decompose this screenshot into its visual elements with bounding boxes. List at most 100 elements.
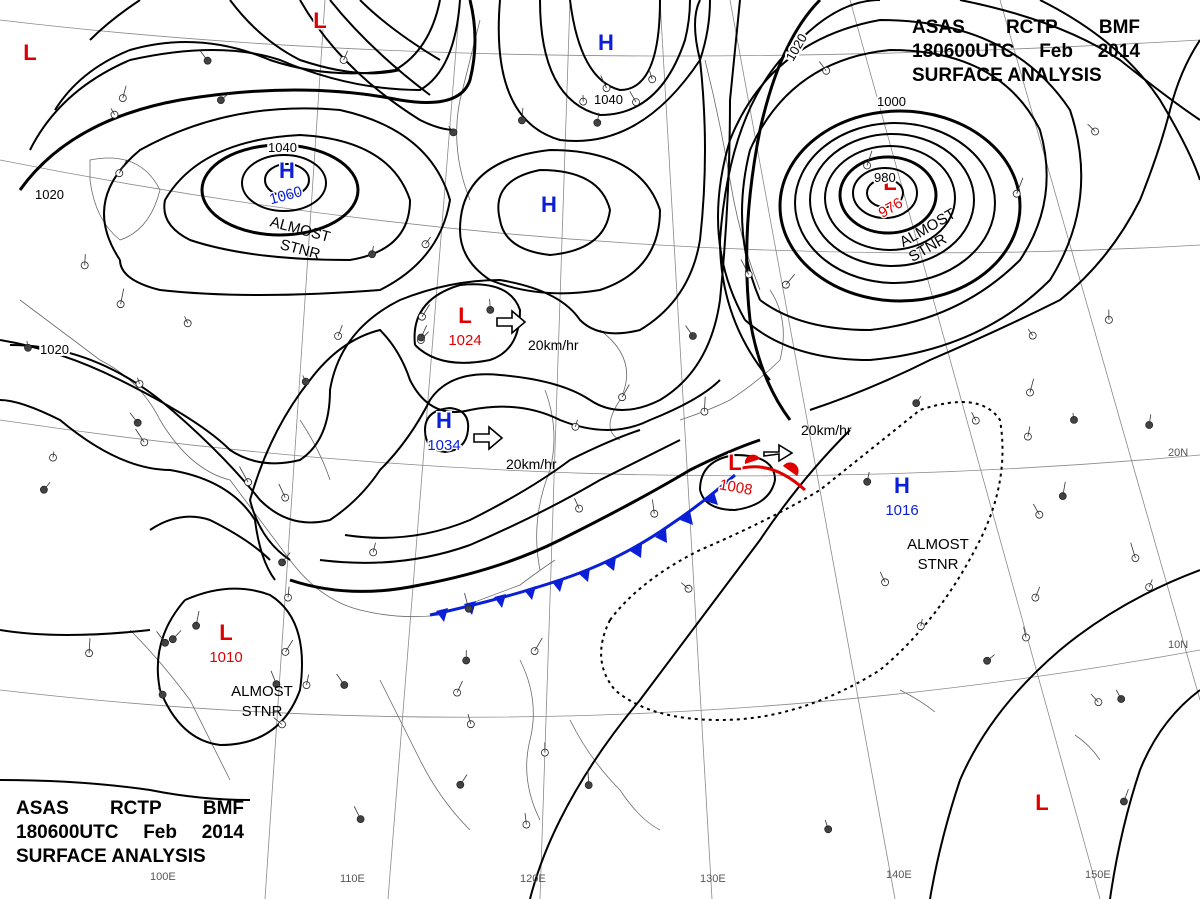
header-line-2: 180600UTC Feb 2014	[912, 40, 1140, 64]
year: 2014	[201, 822, 244, 843]
coastlines	[19, 19, 1101, 831]
header-line-1: ASAS RCTP BMF	[16, 797, 244, 821]
wind-barb	[184, 316, 189, 324]
wind-barb	[336, 673, 345, 686]
wind-barb	[704, 396, 706, 412]
wind-barb	[489, 298, 491, 310]
wind-barb	[1032, 503, 1040, 515]
low-pressure-center: L	[312, 7, 328, 35]
wind-barb	[866, 471, 870, 482]
movement-label: 20km/hr	[801, 422, 852, 438]
low-symbol: L	[883, 170, 896, 195]
wind-barb	[122, 85, 127, 99]
high-pressure-center: H	[597, 29, 616, 57]
wind-barb	[824, 819, 829, 830]
wind-barb	[467, 713, 472, 725]
wind-barb	[1087, 123, 1096, 132]
wind-barb	[156, 631, 166, 644]
wind-barb	[172, 630, 182, 640]
high-symbol: H	[894, 473, 910, 498]
agency-code: ASAS	[912, 17, 965, 38]
wind-barb	[239, 466, 249, 483]
station-plots	[24, 50, 1154, 834]
wind-barb	[971, 412, 977, 421]
wind-barb	[534, 637, 543, 652]
movement-note: STNR	[242, 703, 283, 720]
wind-barb	[306, 674, 309, 686]
chart-title: SURFACE ANALYSIS	[16, 846, 206, 867]
agency-code: ASAS	[16, 798, 69, 819]
wind-barb	[199, 50, 208, 61]
wind-barb	[343, 50, 348, 61]
wind-barb	[1029, 378, 1034, 393]
wind-barb	[459, 774, 468, 786]
wind-barb	[285, 639, 294, 653]
wind-barb	[1027, 328, 1034, 336]
pressure-value: 1010	[209, 649, 242, 666]
movement-label: 20km/hr	[506, 456, 557, 472]
wind-barb	[1027, 426, 1031, 437]
wind-barb	[521, 107, 524, 121]
wind-barb	[88, 638, 91, 654]
wind-barb	[448, 126, 454, 133]
wind-barb	[575, 419, 578, 427]
wind-barb	[456, 680, 463, 693]
wind-barb	[464, 593, 470, 609]
wind-barb	[1035, 586, 1041, 598]
wind-barb	[621, 384, 630, 398]
map-header-top-right: ASAS RCTP BMF 180600UTC Feb 2014 SURFACE…	[912, 16, 1140, 88]
wind-barb	[110, 108, 115, 115]
wind-barb	[425, 236, 432, 245]
longitude-label: 110E	[340, 873, 365, 885]
isobar-label: 1040	[268, 140, 297, 155]
wind-barb	[920, 618, 923, 627]
wind-barb	[1023, 626, 1027, 638]
isobar-label: 1000	[877, 94, 906, 109]
isobar-label: 980	[874, 170, 896, 185]
year: 2014	[1097, 41, 1140, 62]
wind-barb	[819, 61, 827, 72]
station-code: RCTP	[1005, 17, 1058, 38]
isobar-label: 1040	[594, 92, 623, 107]
month: Feb	[1039, 41, 1073, 62]
wind-barb	[629, 91, 637, 103]
wind-barb	[1062, 481, 1066, 497]
movement-note: ALMOST	[907, 536, 969, 553]
wind-barb	[220, 92, 230, 101]
map-header-bottom-left: ASAS RCTP BMF 180600UTC Feb 2014 SURFACE…	[16, 797, 244, 869]
wind-barb	[120, 288, 125, 305]
isobar-label: 1020	[40, 342, 69, 357]
wind-barb	[1123, 788, 1129, 802]
low-pressure-center: L	[22, 39, 38, 67]
wind-barb	[158, 688, 163, 695]
wind-barb	[278, 483, 286, 498]
longitude-label: 150E	[1085, 869, 1111, 881]
header-line-2: 180600UTC Feb 2014	[16, 821, 244, 845]
high-symbol: H	[598, 30, 614, 55]
office-code: BMF	[1098, 17, 1140, 38]
longitude-label: 100E	[150, 871, 176, 883]
wind-barb	[879, 571, 886, 583]
high-symbol: H	[279, 158, 295, 183]
wind-barb	[685, 325, 694, 337]
wind-barb	[353, 806, 361, 820]
wind-barb	[195, 610, 200, 626]
wind-barb	[986, 654, 995, 662]
wind-barb	[287, 586, 290, 598]
wind-barb	[1016, 177, 1024, 194]
pressure-value: 1024	[448, 332, 481, 349]
wind-barb	[1115, 689, 1122, 700]
wind-barb	[137, 377, 140, 385]
wind-barb	[52, 451, 55, 458]
chart-title: SURFACE ANALYSIS	[912, 65, 1102, 86]
wind-barb	[270, 670, 277, 685]
latitude-label: 10N	[1168, 639, 1188, 651]
wind-barb	[649, 70, 653, 80]
high-pressure-center: H 1034	[426, 407, 462, 456]
wind-barb	[129, 412, 139, 424]
low-symbol: L	[458, 303, 471, 328]
low-symbol: L	[1035, 790, 1048, 815]
isobar-label: 1020	[35, 187, 64, 202]
